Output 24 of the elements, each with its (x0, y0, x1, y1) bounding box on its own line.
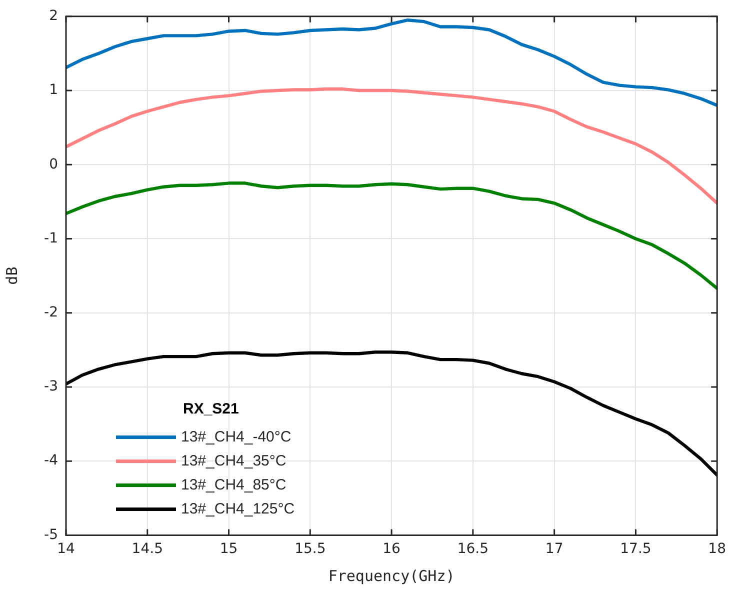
x-tick-label: 14 (57, 541, 75, 558)
x-tick-label: 17.5 (620, 541, 652, 558)
legend-title: RX_S21 (183, 400, 239, 418)
x-tick-label: 16.5 (457, 541, 489, 558)
legend-label: 13#_CH4_125°C (181, 500, 295, 518)
y-tick-label: 1 (49, 82, 58, 98)
legend-label: 13#_CH4_-40°C (181, 428, 292, 446)
legend-label: 13#_CH4_85°C (181, 476, 286, 494)
y-tick-label: 2 (49, 8, 58, 24)
y-axis-title: dB (2, 266, 21, 285)
x-tick-label: 16 (382, 541, 401, 558)
x-tick-label: 18 (708, 541, 726, 558)
x-tick-label: 15.5 (294, 541, 326, 558)
x-tick-label: 14.5 (132, 541, 163, 558)
y-tick-label: -1 (44, 230, 58, 246)
legend-label: 13#_CH4_35°C (181, 452, 286, 470)
x-axis-title: Frequency(GHz) (328, 566, 455, 585)
y-tick-label: -2 (44, 304, 58, 320)
y-tick-label: -5 (44, 526, 58, 543)
y-tick-label: -3 (44, 378, 58, 395)
x-tick-label: 15 (220, 541, 238, 558)
y-tick-label: -4 (44, 452, 58, 469)
y-tick-label: 0 (49, 156, 58, 172)
x-tick-label: 17 (545, 541, 564, 558)
